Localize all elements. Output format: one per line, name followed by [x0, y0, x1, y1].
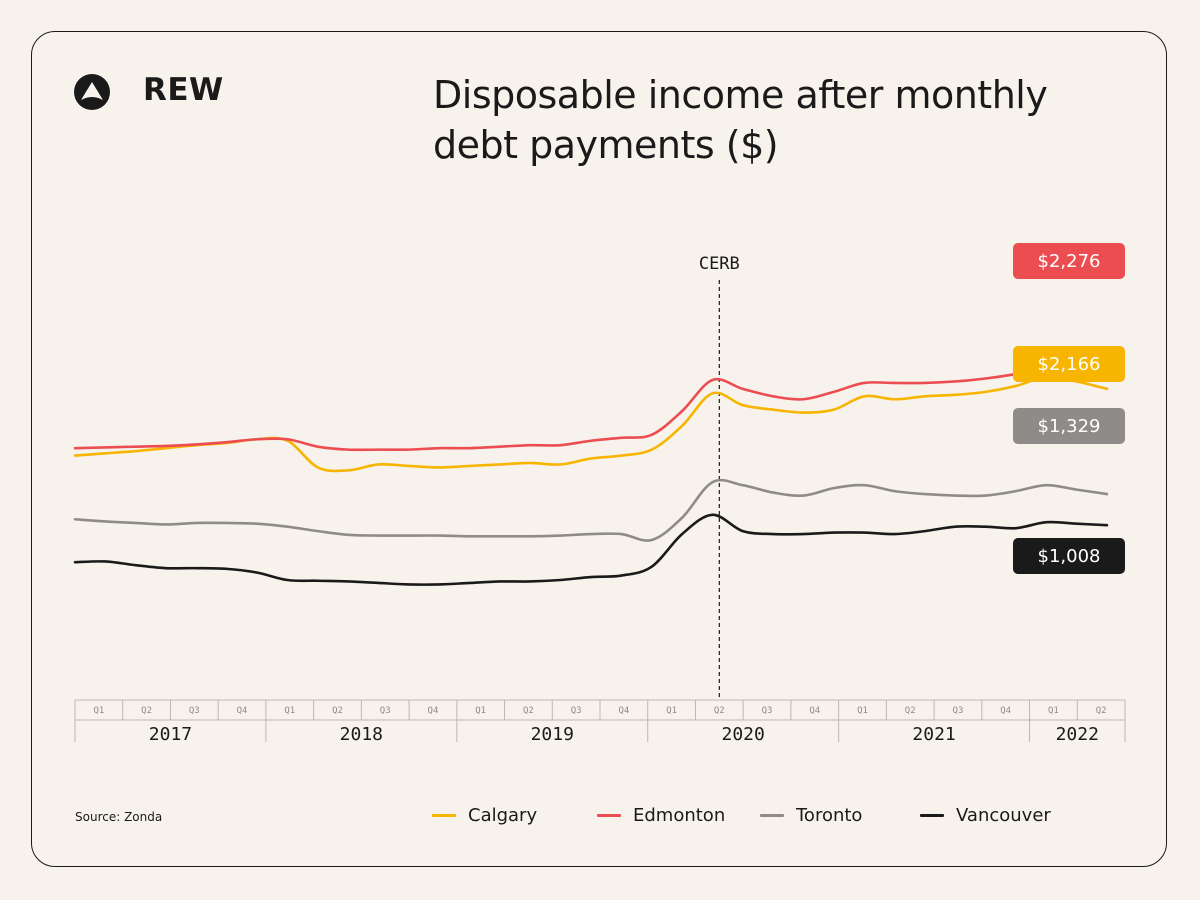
x-tick-label-quarter: Q4	[1000, 706, 1011, 716]
chart-legend: Calgary Edmonton Toronto Vancouver	[432, 803, 1112, 827]
x-tick-label-quarter: Q2	[523, 706, 534, 716]
chart-card	[31, 31, 1167, 867]
end-label-badge-toronto	[1013, 408, 1125, 444]
end-label-value-toronto: $1,329	[1038, 416, 1101, 437]
source-note: Source: Zonda	[75, 810, 163, 824]
legend-item-calgary: Calgary	[432, 803, 537, 827]
x-tick-label-quarter: Q2	[905, 706, 916, 716]
legend-item-toronto: Toronto	[760, 803, 862, 827]
x-tick-label-quarter: Q4	[237, 706, 248, 716]
brand-name: REW	[143, 72, 224, 108]
x-tick-label-quarter: Q1	[857, 706, 868, 716]
x-tick-label-quarter: Q4	[809, 706, 820, 716]
legend-label-toronto: Toronto	[796, 804, 863, 826]
x-tick-label-quarter: Q4	[618, 706, 629, 716]
x-tick-label-year: 2021	[912, 724, 955, 745]
rew-logo-icon	[74, 74, 110, 110]
series-line-edmonton	[73, 366, 1109, 452]
legend-swatch-calgary	[432, 813, 456, 817]
cerb-annotation-label: CERB	[699, 254, 740, 274]
legend-item-edmonton: Edmonton	[597, 803, 725, 827]
x-tick-label-quarter: Q3	[571, 706, 582, 716]
end-label-value-edmonton: $2,276	[1038, 251, 1101, 272]
x-tick-label-year: 2020	[722, 724, 765, 745]
legend-swatch-vancouver	[920, 813, 944, 817]
x-tick-label-quarter: Q1	[284, 706, 295, 716]
x-tick-label-quarter: Q3	[189, 706, 200, 716]
legend-item-vancouver: Vancouver	[920, 803, 1051, 827]
legend-swatch-edmonton	[597, 813, 621, 817]
legend-label-calgary: Calgary	[468, 804, 538, 826]
end-label-value-calgary: $2,166	[1038, 354, 1101, 375]
x-tick-label-quarter: Q1	[666, 706, 677, 716]
legend-label-vancouver: Vancouver	[956, 804, 1051, 826]
end-label-badge-calgary	[1013, 346, 1125, 382]
x-tick-label-quarter: Q1	[93, 706, 104, 716]
legend-label-edmonton: Edmonton	[633, 804, 726, 826]
x-tick-label-quarter: Q1	[1048, 706, 1059, 716]
series-line-calgary	[73, 375, 1109, 473]
x-tick-label-year: 2019	[531, 724, 574, 745]
x-tick-label-quarter: Q1	[475, 706, 486, 716]
x-tick-label-year: 2017	[149, 724, 192, 745]
x-tick-label-quarter: Q3	[380, 706, 391, 716]
series-line-vancouver	[73, 513, 1109, 586]
end-label-value-vancouver: $1,008	[1038, 546, 1101, 567]
end-label-badge-edmonton	[1013, 243, 1125, 279]
x-tick-label-quarter: Q3	[953, 706, 964, 716]
x-tick-label-quarter: Q2	[1096, 706, 1107, 716]
series-line-toronto	[73, 478, 1109, 542]
end-label-badge-vancouver	[1013, 538, 1125, 574]
x-tick-label-quarter: Q4	[428, 706, 439, 716]
x-tick-label-quarter: Q2	[141, 706, 152, 716]
x-tick-label-quarter: Q2	[332, 706, 343, 716]
x-tick-label-year: 2018	[340, 724, 383, 745]
chart-title: Disposable income after monthly debt pay…	[433, 73, 1048, 167]
x-tick-label-quarter: Q2	[714, 706, 725, 716]
x-tick-label-year: 2022	[1056, 724, 1099, 745]
legend-swatch-toronto	[760, 813, 784, 817]
x-tick-label-quarter: Q3	[762, 706, 773, 716]
